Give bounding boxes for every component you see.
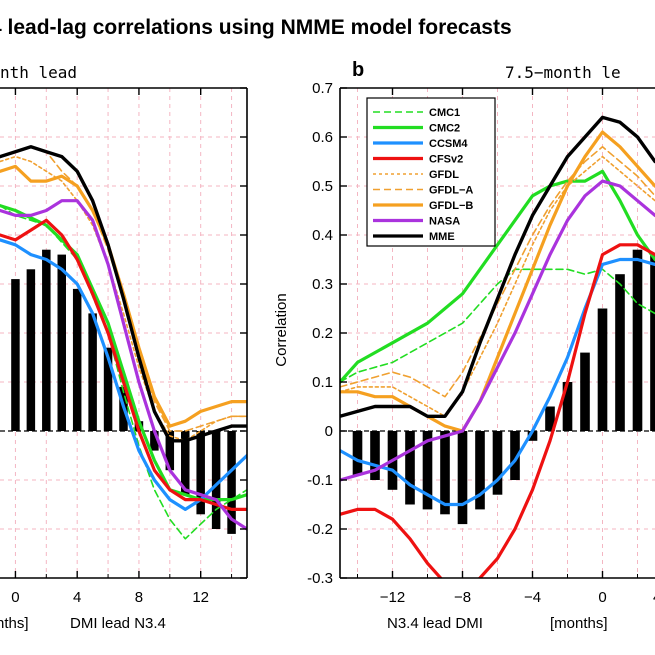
a-series-cmc2 [0,204,247,502]
panel-a-xlabel-right: DMI lead N3.4 [70,615,166,632]
panel-b-letter: b [352,59,364,81]
legend-label-gfdl-a: GFDL−A [429,185,473,197]
panel-a-title: nth lead [0,63,77,82]
a-series-nasa [0,199,247,531]
legend-label-cmc1: CMC1 [429,107,460,119]
b-series-nasa [340,179,655,482]
b-ytick-label-8: 0.5 [312,178,333,195]
figure-title: 4 lead-lag correlations using NMME model… [0,16,512,39]
a-xtick-label-2: 8 [135,589,143,606]
b-ytick-label-2: -0.1 [307,472,333,489]
b-series-gfdl-a [340,146,655,398]
b-bar-2 [632,249,643,431]
b-bar--1 [580,352,590,431]
b-ytick-label-6: 0.3 [312,276,333,293]
panel-b: −12 −8 −4 0 -0.3 -0.2 -0.1 0 0.1 0.2 0.3 0.4 0.5 0.6 0… [307,80,655,606]
b-bar--11 [405,431,415,505]
a-bar-1 [26,269,36,431]
b-ytick-label-0: -0.3 [307,570,333,587]
a-bar-13 [211,431,221,529]
b-bar--10 [422,431,433,510]
a-xtick-label-0: 0 [11,589,19,606]
a-bar-0 [11,279,20,431]
b-ytick-label-10: 0.7 [312,80,333,97]
legend-label-nasa: NASA [429,216,460,228]
panel-a: 0 4 8 12 [0,87,248,606]
legend: CMC1 CMC2 CCSM4 CFSv2 GFDL GFDL−A GFDL−B NASA MM… [366,97,496,247]
b-bar--13 [370,431,380,480]
a-bar-14 [227,431,236,534]
b-ytick-label-9: 0.6 [312,129,333,146]
b-series-mme [340,115,655,418]
a-bar-11 [181,431,190,495]
a-xtick-label-3: 12 [192,589,209,606]
b-ytick-label-7: 0.4 [312,227,333,244]
b-series-gfdl-b [340,130,655,433]
a-bar-5 [88,313,97,431]
b-bar-0 [597,308,608,431]
b-bar--2 [562,382,573,431]
b-bar--4 [527,431,538,441]
legend-label-gfdl-b: GFDL−B [429,200,473,212]
b-ytick-label-3: 0 [325,423,333,440]
b-bar-1 [615,274,625,431]
b-ytick-label-1: -0.2 [307,521,333,538]
b-series-gfdl [340,155,655,418]
legend-label-cfsv2: CFSv2 [429,154,463,166]
panel-b-ylabel: Correlation [273,293,290,366]
b-xtick-label-2: −4 [524,589,541,606]
panel-b-title: 7.5−month le [505,63,621,82]
b-xtick-label-1: −8 [454,589,471,606]
legend-label-gfdl: GFDL [429,169,459,181]
a-series-mme [0,145,247,443]
b-ytick-label-5: 0.2 [312,325,333,342]
legend-label-mme: MME [429,231,455,243]
b-xtick-label-0: −12 [380,589,405,606]
a-bar-12 [196,431,205,515]
b-bar--14 [352,431,363,476]
b-bar--7 [475,431,485,510]
b-bar--3 [545,406,555,431]
a-series-cfsv2 [0,218,247,511]
b-xtick-label-partial: 4 [653,589,655,606]
a-xtick-label-1: 4 [73,589,81,606]
b-bar--8 [457,431,468,525]
a-bar-2 [42,249,51,431]
panel-b-xlabel-right: [months] [550,615,608,632]
a-bar-4 [72,288,82,431]
b-bar--6 [492,431,503,495]
a-bar-3 [57,254,66,431]
a-bar-6 [103,347,113,431]
panel-a-xlabel-left: nths] [0,615,29,632]
legend-label-ccsm4: CCSM4 [429,138,468,150]
b-series-cmc1 [340,268,655,383]
legend-label-cmc2: CMC2 [429,123,460,135]
b-series-cfsv2 [340,243,655,578]
b-ytick-label-4: 0.1 [312,374,333,391]
a-plot-area [0,88,247,578]
a-bar-10 [165,431,175,471]
b-bar--9 [440,431,450,515]
a-series-gfdl [0,155,247,442]
b-series-ccsm4 [340,257,655,507]
b-xtick-label-3: 0 [598,589,606,606]
b-bar-3 [650,254,655,431]
b-bar--5 [510,431,520,480]
a-bar-9 [150,431,159,451]
panel-b-xlabel-left: N3.4 lead DMI [387,615,483,632]
